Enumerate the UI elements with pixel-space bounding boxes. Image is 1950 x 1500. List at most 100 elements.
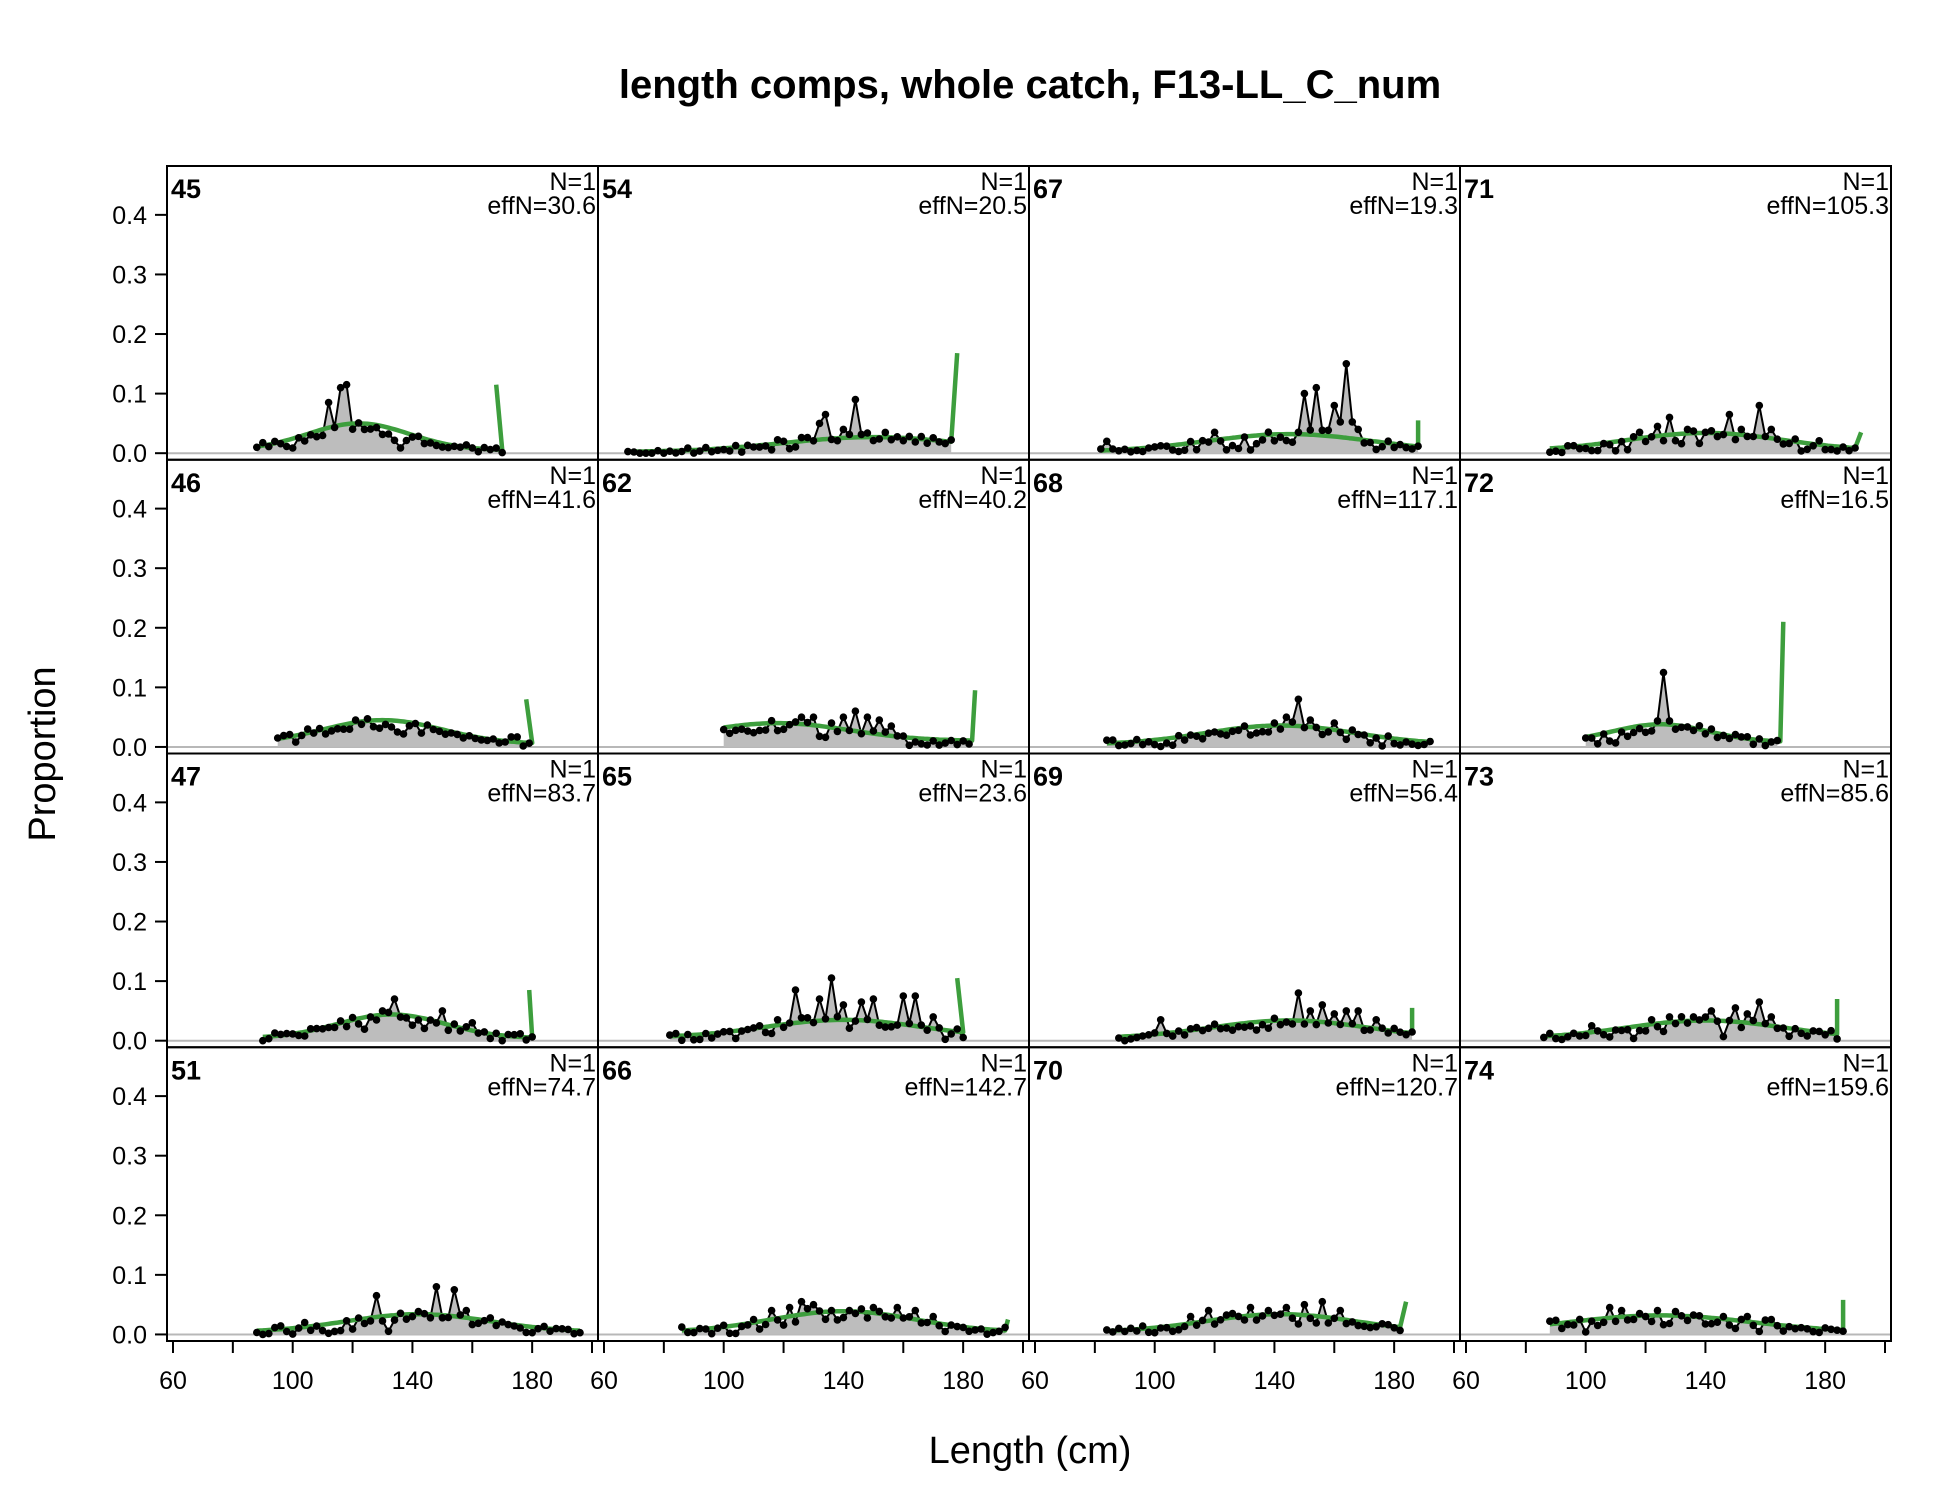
observed-point [1210, 1020, 1219, 1028]
observed-point [803, 718, 812, 727]
observed-point [1282, 1018, 1291, 1026]
observed-point [1605, 1303, 1614, 1312]
observed-point [1564, 1320, 1572, 1329]
observed-point [773, 1316, 782, 1324]
observed-point [1623, 732, 1632, 741]
observed-point [1103, 1326, 1111, 1334]
observed-point [1234, 1022, 1243, 1031]
observed-point [420, 1024, 429, 1033]
observed-point [1192, 445, 1201, 454]
observed-point [312, 432, 321, 441]
observed-point [1839, 1327, 1847, 1335]
observed-point [1354, 425, 1362, 434]
observed-point [702, 1029, 710, 1038]
observed-point [1552, 1316, 1560, 1325]
observed-point [474, 447, 483, 456]
observed-point [1150, 1029, 1159, 1037]
observed-point [869, 1303, 878, 1312]
observed-point [438, 443, 447, 451]
observed-point [342, 380, 351, 389]
panel-plot-area [1029, 360, 1460, 456]
observed-point [803, 1014, 812, 1022]
observed-point [1558, 1035, 1566, 1044]
observed-point [713, 1324, 722, 1332]
observed-point [456, 1027, 465, 1035]
observed-point [1617, 437, 1626, 446]
observed-point [516, 1324, 524, 1332]
observed-point [271, 1323, 279, 1332]
observed-point [1324, 728, 1333, 736]
y-tick-label: 0.0 [112, 1028, 147, 1056]
observed-point [546, 1327, 554, 1335]
observed-point [696, 1324, 704, 1333]
observed-point [1821, 445, 1829, 454]
observed-point [1665, 1013, 1674, 1021]
observed-point [1564, 442, 1572, 450]
observed-point [1635, 1026, 1644, 1035]
observed-point [1719, 731, 1728, 740]
observed-point [1809, 442, 1817, 450]
observed-point [893, 1021, 902, 1029]
observed-point [1707, 427, 1716, 435]
observed-point [1815, 1328, 1823, 1337]
observed-point [767, 716, 776, 725]
observed-point [749, 728, 758, 737]
panel-label: 45 [171, 174, 201, 204]
observed-point [1354, 1007, 1362, 1015]
observed-point [1109, 445, 1117, 453]
observed-point [1749, 1016, 1758, 1025]
observed-point [1701, 1013, 1710, 1021]
observed-point [869, 727, 878, 735]
observed-point [1342, 360, 1351, 368]
observed-point [288, 1330, 297, 1338]
observed-point [1282, 436, 1291, 445]
observed-point [1785, 1032, 1793, 1041]
observed-point [1222, 1311, 1231, 1319]
observed-point [1833, 1035, 1841, 1043]
observed-point [1270, 1014, 1279, 1023]
observed-point [875, 435, 884, 443]
observed-point [1258, 1312, 1267, 1320]
observed-point [1707, 1319, 1716, 1328]
observed-point [911, 1306, 920, 1315]
observed-point [1240, 1316, 1249, 1324]
observed-point [929, 1013, 937, 1021]
observed-point [1623, 1025, 1632, 1034]
observed-point [1761, 1316, 1770, 1324]
observed-point [1408, 740, 1416, 748]
observed-point [1408, 445, 1416, 453]
observed-point [468, 1320, 477, 1329]
observed-point [447, 729, 456, 737]
observed-point [1593, 740, 1602, 748]
observed-point [1210, 428, 1219, 437]
observed-point [995, 1327, 1003, 1336]
observed-point [839, 1001, 848, 1009]
observed-point [941, 439, 949, 448]
observed-point [1103, 437, 1111, 446]
observed-point [276, 1322, 285, 1330]
observed-point [642, 449, 650, 458]
observed-point [1809, 1027, 1817, 1035]
observed-point [863, 429, 872, 437]
observed-point [516, 1030, 524, 1038]
observed-point [731, 1034, 740, 1043]
observed-point [815, 995, 824, 1003]
observed-point [1773, 435, 1782, 444]
observed-point [707, 1329, 716, 1338]
observed-point [1228, 1026, 1237, 1034]
y-tick-label: 0.1 [112, 674, 147, 702]
panel-effn-label: effN=142.7 [904, 1073, 1027, 1101]
panel-label: 66 [602, 1055, 632, 1085]
observed-point [348, 1325, 357, 1333]
observed-point [342, 1022, 351, 1031]
observed-point [510, 1322, 518, 1330]
observed-point [1174, 447, 1183, 456]
observed-point [809, 1300, 818, 1309]
observed-point [438, 1314, 447, 1322]
observed-point [839, 1313, 848, 1322]
observed-point [737, 1027, 746, 1035]
observed-point [450, 1286, 459, 1294]
observed-point [372, 1016, 381, 1024]
